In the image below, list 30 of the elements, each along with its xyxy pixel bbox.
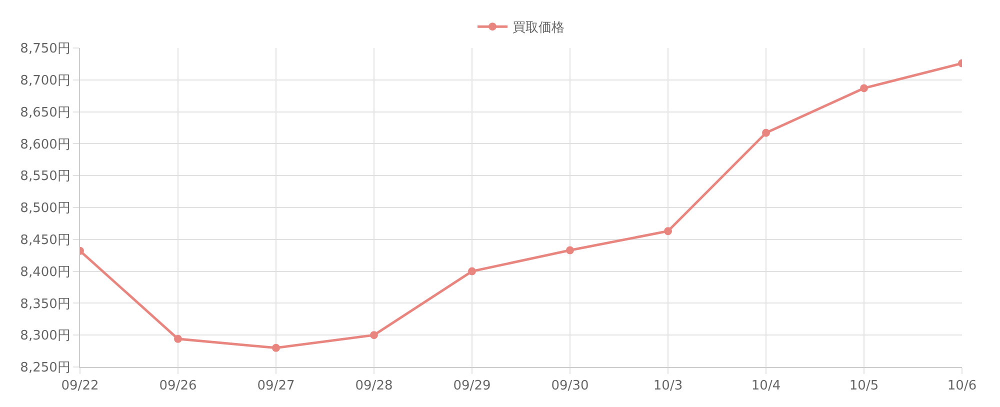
x-tick-label: 10/4 xyxy=(751,378,781,394)
y-tick-label: 8,400円 xyxy=(20,264,70,280)
legend-label: 買取価格 xyxy=(512,20,564,36)
y-tick-label: 8,350円 xyxy=(20,296,70,312)
point xyxy=(664,227,672,236)
x-tick-label: 10/5 xyxy=(849,378,879,394)
x-tick-label: 09/27 xyxy=(257,378,295,394)
x-tick-label: 09/26 xyxy=(159,378,197,394)
x-tick-label: 09/28 xyxy=(355,378,393,394)
y-tick-label: 8,250円 xyxy=(20,360,70,376)
point xyxy=(860,84,868,92)
point xyxy=(566,246,574,254)
x-tick-label: 10/3 xyxy=(653,378,683,394)
y-tick-label: 8,450円 xyxy=(20,232,70,248)
x-tick-label: 09/29 xyxy=(453,378,491,394)
y-tick-label: 8,650円 xyxy=(20,105,70,120)
y-tick-label: 8,700円 xyxy=(20,73,70,88)
x-tick-label: 09/22 xyxy=(61,378,99,394)
point xyxy=(370,331,378,340)
point xyxy=(272,344,280,352)
y-tick-label: 8,500円 xyxy=(20,201,70,216)
x-tick-label: 09/30 xyxy=(551,378,589,394)
y-tick-label: 8,300円 xyxy=(20,328,70,344)
point xyxy=(762,128,770,137)
point xyxy=(468,267,476,276)
point xyxy=(174,334,182,343)
x-tick-label: 10/6 xyxy=(947,378,977,394)
y-tick-label: 8,750円 xyxy=(20,42,70,57)
y-tick-label: 8,600円 xyxy=(20,137,70,152)
y-tick-label: 8,550円 xyxy=(20,169,70,184)
